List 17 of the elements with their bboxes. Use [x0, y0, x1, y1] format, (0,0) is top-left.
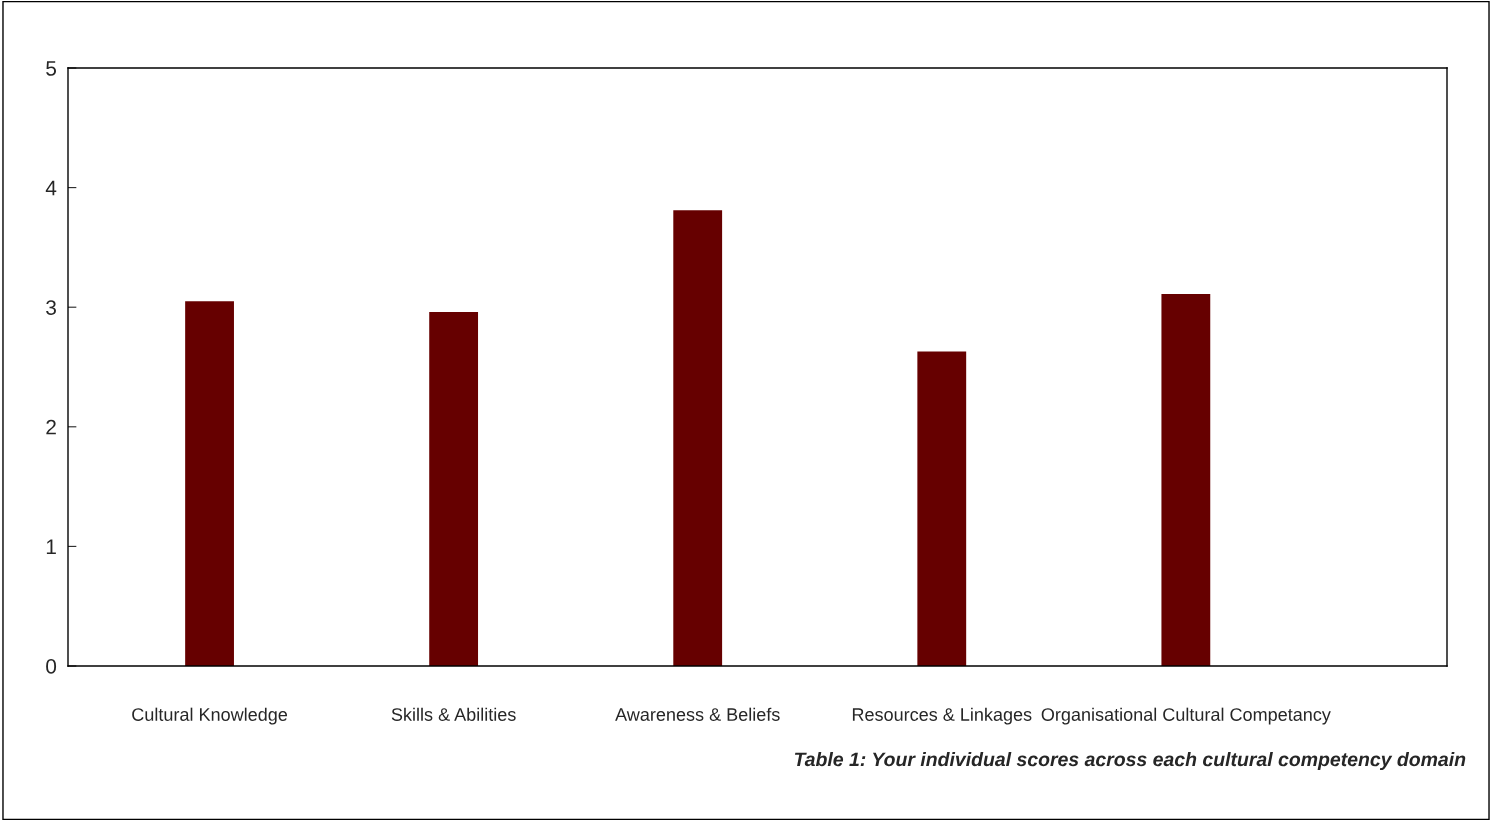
x-tick-label: Resources & Linkages — [852, 707, 1032, 725]
y-tick-label: 5 — [46, 61, 57, 76]
y-tick-label: 4 — [45, 180, 57, 196]
bar — [429, 311, 479, 666]
y-tick-label: 2 — [46, 419, 56, 435]
bar — [1161, 294, 1211, 666]
bar — [917, 351, 967, 666]
x-tick-label: Cultural Knowledge — [132, 707, 288, 725]
y-tick-label: 3 — [46, 300, 56, 315]
x-tick-label: Organisational Cultural Competancy — [1041, 707, 1331, 725]
x-tick-label: Skills & Abilities — [391, 707, 516, 721]
bar — [185, 301, 234, 666]
caption: Table 1: Your individual scores across each cultural competency domain — [794, 751, 1466, 771]
x-tick-label: Awareness & Beliefs — [615, 707, 780, 721]
bar — [673, 210, 723, 666]
y-tick-label: 0 — [46, 659, 57, 674]
y-tick-label: 1 — [46, 539, 56, 554]
